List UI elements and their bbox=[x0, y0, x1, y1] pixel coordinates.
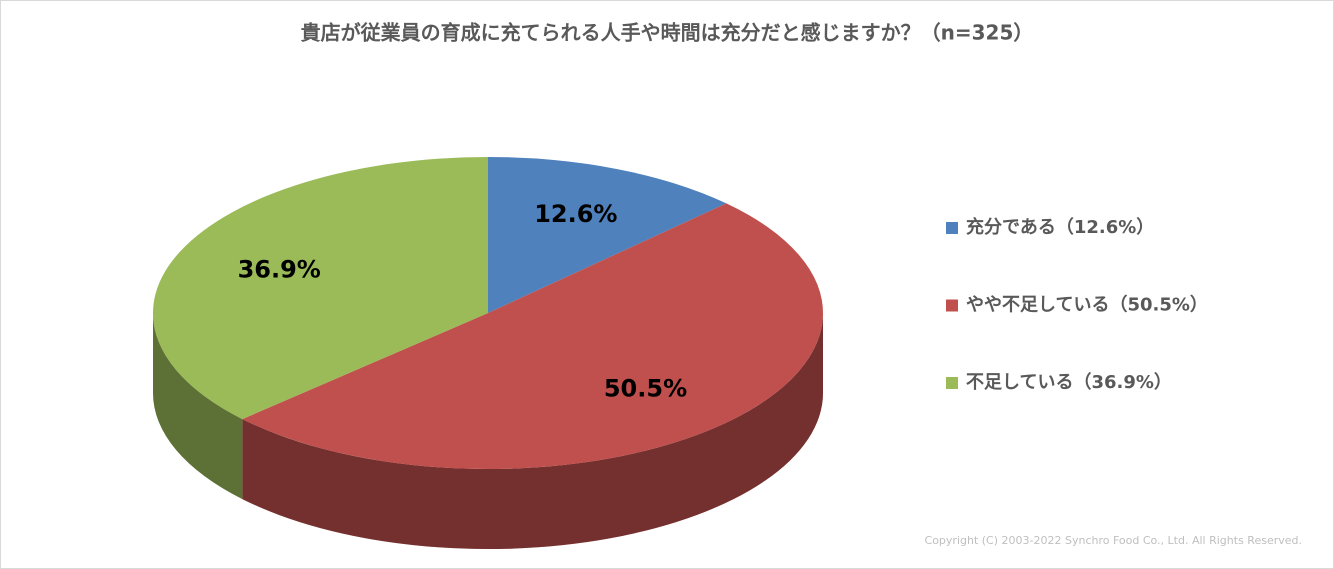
data-label: 36.9% bbox=[238, 256, 321, 284]
slice-side bbox=[242, 313, 823, 550]
legend-swatch bbox=[946, 377, 958, 389]
slice bbox=[152, 157, 488, 420]
legend-swatch bbox=[946, 299, 958, 312]
legend-label: 充分である（12.6%） bbox=[966, 216, 1154, 238]
slice-side-shade bbox=[242, 313, 823, 550]
slice bbox=[488, 157, 727, 313]
legend-label: やや不足している（50.5%） bbox=[966, 295, 1208, 316]
slice bbox=[242, 203, 824, 470]
chart-title: 貴店が従業員の育成に充てられる人手や時間は充分だと感じますか？（n=325） bbox=[301, 21, 1034, 45]
legend-swatch bbox=[946, 222, 958, 234]
slice-side bbox=[153, 313, 243, 500]
legend-label: 不足している（36.9%） bbox=[966, 372, 1172, 393]
data-label: 50.5% bbox=[604, 375, 687, 403]
data-label: 12.6% bbox=[534, 200, 617, 228]
slice-side-shade bbox=[153, 313, 243, 500]
copyright: Copyright (C) 2003-2022 Synchro Food Co.… bbox=[925, 534, 1302, 547]
